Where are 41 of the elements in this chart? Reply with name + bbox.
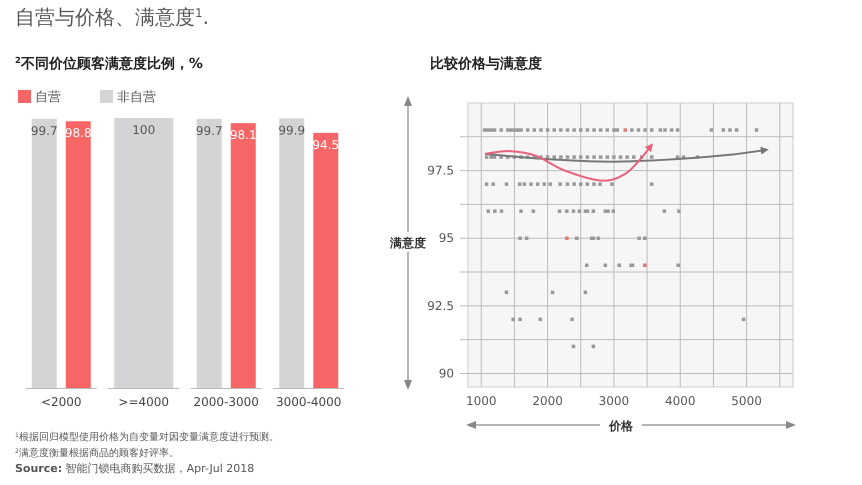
- point: [623, 128, 627, 132]
- y-tick-label: 97.5: [427, 164, 454, 178]
- bar: [230, 123, 256, 388]
- bar: [66, 121, 91, 388]
- point: [565, 236, 569, 240]
- text: Source: 智能门锁电商购买数据，Apr-Jul 2018: [15, 462, 254, 475]
- x-tick-label: 4000: [664, 394, 696, 408]
- data-label: 98.1: [230, 128, 257, 142]
- data-label: 100: [132, 123, 156, 137]
- legend-label: 自营: [35, 90, 61, 105]
- legend-item: 非自营: [100, 90, 156, 105]
- bar: [279, 118, 304, 388]
- bar: [196, 118, 222, 388]
- data-label: 99.7: [30, 124, 58, 138]
- chart-title: 比较价格与满意度: [430, 55, 542, 72]
- x-tick-label: 5000: [731, 394, 762, 408]
- x-tick-label: 3000-4000: [276, 395, 342, 409]
- y-tick-label: 90: [438, 366, 454, 380]
- y-tick-label: 95: [438, 231, 454, 246]
- y-tick-label: 92.5: [427, 298, 454, 313]
- x-tick-label: 1000: [466, 394, 497, 408]
- legend-item: 自营: [18, 90, 61, 105]
- point: [643, 264, 647, 268]
- x-tick-label: 2000: [532, 394, 563, 408]
- data-label: 94.5: [312, 138, 340, 152]
- chart-subtitle: $^{2}$不同价位顾客满意度比例，%: [15, 55, 203, 72]
- data-label: 99.7: [196, 124, 223, 138]
- chart-title: 自营与价格、满意度$^{1}$.: [15, 5, 209, 29]
- x-tick-label: 3000: [598, 394, 630, 408]
- x-tick-label: >=4000: [118, 395, 170, 409]
- data-label: 99.9: [278, 123, 306, 138]
- bar: [32, 118, 57, 388]
- y-axis-title: 满意度: [389, 236, 426, 250]
- text: $^{1}$根据回归模型使用价格为自变量对因变量满意度进行预测。: [15, 431, 279, 443]
- x-tick-label: 2000-3000: [194, 395, 259, 409]
- text: $^{2}$满意度衡量根据商品的顾客好评率。: [15, 447, 179, 459]
- bar: [313, 132, 338, 388]
- data-label: 98.8: [64, 126, 92, 140]
- legend-label: 非自营: [117, 90, 156, 105]
- x-tick-label: <2000: [40, 395, 82, 409]
- x-axis-title: 价格: [608, 419, 634, 433]
